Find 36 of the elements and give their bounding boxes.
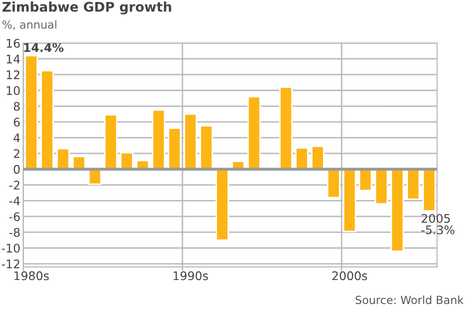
bar [56,148,70,170]
y-tick-label: -10 [2,244,20,253]
y-tick-label: 14 [6,54,20,64]
bar [279,86,293,170]
bar [247,96,261,170]
x-tick-label: 2000s [332,271,368,280]
bar [40,70,54,170]
x-tick-label: 1980s [14,271,49,280]
bar [184,113,198,170]
bar [152,109,166,170]
bar [24,55,38,170]
bar [168,128,182,170]
chart-subtitle: %, annual [2,20,56,30]
bar [311,146,324,170]
y-tick-label: 8 [14,102,20,111]
x-tick-label: 1990s [174,271,208,280]
y-tick-label: -8 [9,228,20,237]
y-tick-label: 0 [14,164,20,174]
bar [120,152,134,170]
bar [104,114,118,170]
y-tick-label: 2 [14,149,20,158]
y-tick-label: 4 [14,134,20,142]
y-tick-label: -4 [9,196,20,206]
y-tick-label: 10 [6,86,20,96]
y-tick-label: -12 [2,259,20,268]
source-note: Source: World Bank [356,296,464,304]
chart-title: Zimbabwe GDP growth [2,2,172,14]
annotation: 14.4% [24,43,64,52]
annotation: 2005 -5.3% [421,214,454,234]
bar [295,147,308,170]
y-tick-label: 12 [6,70,20,80]
bar [200,125,213,170]
y-tick-label: -2 [9,180,20,190]
y-tick-label: -6 [9,212,20,222]
y-tick-label: 16 [6,38,20,48]
y-tick-label: 6 [14,118,20,127]
